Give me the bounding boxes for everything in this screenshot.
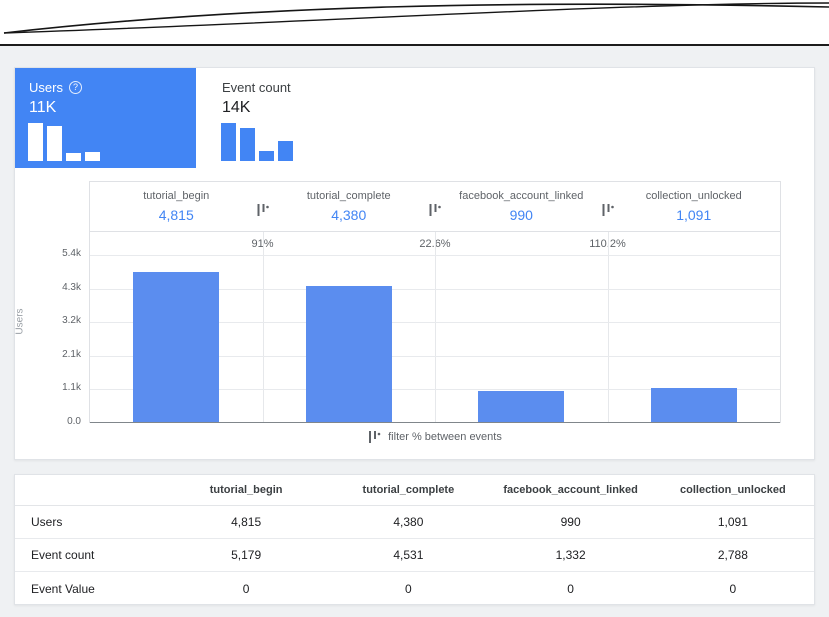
filter-icon [369, 431, 381, 443]
y-tick: 0.0 [67, 416, 81, 427]
event-name: facebook_account_linked [459, 190, 584, 202]
filter-icon[interactable] [429, 203, 442, 222]
mini-bar-chart [221, 121, 293, 161]
y-axis-label: Users [14, 308, 26, 335]
chart-plot-area: 91% 22.6% 110.2% [90, 232, 780, 423]
column-header: tutorial_complete [362, 484, 455, 496]
y-tick: 1.1k [62, 382, 81, 393]
column-header: facebook_account_linked [503, 484, 638, 496]
table-cell: 2,788 [717, 548, 748, 562]
table-cell: 4,531 [393, 548, 424, 562]
event-column-header: tutorial_complete 4,380 [263, 182, 436, 231]
column-header: collection_unlocked [680, 484, 786, 496]
chart-grid [90, 255, 780, 423]
y-tick: 4.3k [62, 282, 81, 293]
bar-collection-unlocked[interactable] [650, 388, 737, 422]
event-name: tutorial_begin [143, 190, 210, 202]
table-cell: 0 [567, 581, 574, 596]
event-value: 990 [509, 207, 533, 223]
event-column-header: facebook_account_linked 990 [435, 182, 608, 231]
funnel-chart: tutorial_begin 4,815 tutorial_complete 4… [89, 181, 781, 423]
table-row: Users 4,815 4,380 990 1,091 [15, 506, 814, 539]
events-table-panel: tutorial_begin tutorial_complete faceboo… [14, 474, 815, 605]
table-row: Event count 5,179 4,531 1,332 2,788 [15, 539, 814, 572]
table-cell: 4,815 [231, 515, 262, 529]
column-separator [262, 232, 264, 423]
metric-card-value: 11K [29, 99, 57, 116]
bar-tutorial-begin[interactable] [133, 272, 220, 422]
event-column-header: tutorial_begin 4,815 [90, 182, 263, 231]
metric-card-label: Event count [222, 80, 291, 95]
event-value: 1,091 [676, 207, 712, 223]
report-area: Users ? 11K Event count 14K Users 5.4k 4… [0, 46, 829, 617]
y-tick: 5.4k [62, 248, 81, 259]
y-tick: 2.1k [62, 349, 81, 360]
metric-card-value: 14K [222, 99, 251, 116]
event-column-header: collection_unlocked 1,091 [608, 182, 781, 231]
filter-icon[interactable] [601, 203, 614, 222]
decorative-curve [3, 2, 829, 34]
table-header-row: tutorial_begin tutorial_complete faceboo… [15, 475, 814, 506]
table-cell: 1,091 [717, 515, 748, 529]
table-cell: 1,332 [555, 548, 586, 562]
event-value: 4,380 [331, 207, 367, 223]
mini-bar-chart [28, 121, 100, 161]
column-separator [607, 232, 609, 423]
metric-card-users[interactable]: Users ? 11K [15, 68, 196, 168]
chart-legend: filter % between events [89, 430, 781, 444]
table-cell: 0 [242, 581, 250, 596]
table-cell: 0 [729, 581, 737, 596]
row-label: Event count [31, 548, 95, 562]
bar-tutorial-complete[interactable] [305, 285, 392, 422]
event-name: collection_unlocked [645, 190, 742, 202]
y-tick: 3.2k [62, 315, 81, 326]
chart-header: tutorial_begin 4,815 tutorial_complete 4… [90, 182, 780, 232]
event-name: tutorial_complete [306, 190, 391, 202]
divider [0, 44, 829, 46]
table-cell: 5,179 [231, 548, 262, 562]
metric-card-event-count[interactable]: Event count 14K [208, 68, 398, 168]
help-icon[interactable]: ? [68, 81, 82, 94]
column-separator [435, 232, 436, 423]
table-cell: 4,380 [393, 515, 424, 529]
table-cell: 0 [405, 581, 412, 596]
row-label: Users [31, 515, 63, 529]
funnel-explorer-panel: Users ? 11K Event count 14K Users 5.4k 4… [14, 67, 815, 460]
bar-facebook-account-linked[interactable] [478, 391, 565, 422]
event-value: 4,815 [158, 207, 194, 223]
column-header: tutorial_begin [209, 484, 283, 496]
row-label: Event Value [31, 581, 95, 596]
table-row: Event Value 0 0 0 0 [15, 572, 814, 605]
x-axis-line [90, 422, 780, 423]
metric-card-label: Users [29, 80, 63, 95]
filter-icon[interactable] [256, 203, 269, 222]
table-cell: 990 [560, 515, 581, 529]
legend-label: filter % between events [388, 431, 502, 443]
